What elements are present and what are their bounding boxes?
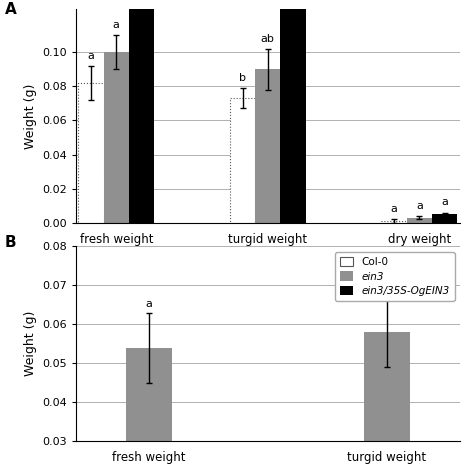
Text: a: a: [146, 299, 153, 309]
Bar: [255, 69, 281, 223]
Bar: [407, 218, 432, 223]
Y-axis label: Weight (g): Weight (g): [24, 83, 36, 149]
Legend: Col-0, ein3, ein3/35S-OgEIN3: Col-0, ein3, ein3/35S-OgEIN3: [335, 252, 455, 301]
Text: a: a: [441, 198, 448, 208]
Bar: [382, 221, 407, 223]
Text: B: B: [5, 235, 17, 250]
Text: a: a: [113, 20, 120, 30]
Text: b: b: [239, 73, 246, 83]
Bar: [364, 332, 410, 441]
Bar: [104, 52, 129, 223]
Text: a: a: [88, 51, 94, 61]
Bar: [432, 214, 457, 223]
Text: a: a: [416, 201, 423, 211]
Bar: [230, 98, 255, 223]
Bar: [281, 0, 306, 223]
Bar: [78, 83, 104, 223]
Text: a: a: [391, 204, 398, 214]
Y-axis label: Weight (g): Weight (g): [24, 311, 36, 376]
Text: a: a: [383, 283, 390, 293]
Bar: [126, 347, 172, 441]
Text: ab: ab: [261, 34, 275, 44]
Text: A: A: [5, 2, 17, 18]
Bar: [129, 0, 154, 223]
